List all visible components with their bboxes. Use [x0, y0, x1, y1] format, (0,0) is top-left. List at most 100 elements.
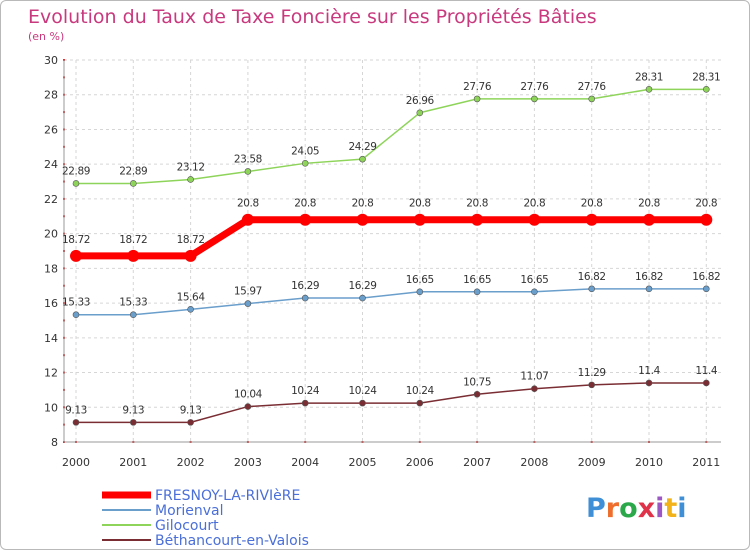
series-line [75, 88, 708, 185]
data-point [244, 168, 252, 175]
data-label: 16.65 [406, 274, 434, 286]
chart-title: Evolution du Taux de Taxe Foncière sur l… [28, 6, 597, 28]
data-label: 16.65 [520, 274, 548, 286]
y-tick-label: 16 [44, 297, 58, 310]
x-tick-label: 2005 [349, 456, 377, 469]
data-label: 15.33 [119, 297, 147, 309]
data-label: 28.31 [635, 71, 663, 83]
data-label: 16.82 [692, 271, 720, 283]
data-point [528, 213, 541, 226]
data-point [473, 95, 481, 103]
data-label: 20.8 [581, 198, 603, 210]
y-tick-label: 22 [44, 193, 58, 206]
data-label: 10.04 [234, 389, 263, 401]
data-label: 18.72 [119, 234, 147, 246]
data-point [471, 213, 484, 226]
data-label: 9.13 [180, 404, 202, 416]
data-label: 15.64 [177, 291, 206, 303]
series-2: 15.33 15.33 15.64 15.97 16.29 16.29 16.65 16.65… [62, 271, 721, 319]
data-point [187, 306, 194, 313]
logo-letter: x [638, 493, 655, 524]
data-label: 18.72 [62, 234, 90, 246]
data-point [473, 390, 481, 398]
data-point [588, 95, 596, 103]
data-point [531, 95, 538, 103]
chart-subtitle: (en %) [28, 30, 64, 43]
data-label: 15.97 [234, 286, 262, 298]
data-label: 28.31 [692, 71, 720, 83]
logo-letter: t [664, 493, 677, 524]
data-point [585, 213, 598, 226]
data-point [356, 213, 369, 226]
data-label: 9.13 [65, 404, 87, 416]
x-tick-label: 2011 [692, 456, 720, 469]
data-label: 23.12 [177, 161, 205, 173]
data-label: 22.89 [119, 165, 147, 177]
data-point [588, 285, 596, 293]
series-line [75, 288, 708, 316]
data-point [244, 300, 252, 307]
grid [64, 59, 721, 443]
data-label: 23.58 [234, 153, 262, 165]
data-point [413, 213, 426, 226]
data-label: 20.8 [638, 198, 660, 210]
data-label: 10.75 [463, 376, 491, 388]
data-label: 20.8 [352, 198, 374, 210]
data-point [70, 249, 82, 262]
series-line [72, 216, 710, 260]
y-tick-label: 18 [44, 262, 58, 275]
data-label: 20.8 [237, 198, 259, 210]
series-line [75, 382, 708, 424]
data-label: 11.4 [695, 365, 717, 377]
data-label: 24.29 [348, 141, 376, 153]
data-label: 27.76 [463, 81, 492, 93]
data-label: 20.8 [466, 198, 488, 210]
data-point [416, 399, 424, 407]
series-3: 22.89 22.89 23.12 23.58 24.05 24.29 26.96 27.76… [62, 71, 721, 187]
data-point [187, 176, 194, 183]
data-label: 24.05 [291, 145, 319, 157]
data-point [643, 213, 655, 226]
logo-text: Proxiti [586, 493, 687, 524]
data-point [359, 399, 366, 407]
x-tick-label: 2004 [291, 456, 319, 469]
logo-letter: P [586, 493, 606, 524]
data-label: 11.07 [520, 371, 548, 383]
data-label: 10.24 [406, 385, 435, 397]
data-point [645, 285, 653, 293]
data-point [702, 86, 710, 93]
y-tick-label: 26 [44, 123, 58, 136]
data-point [187, 419, 194, 426]
data-point [301, 294, 309, 302]
legend: FRESNOY-LA-RIVIèREMorienvalGilocourtBéth… [102, 488, 309, 549]
series-group: 18.72 18.72 18.72 20.8 20.8 20.8 20.8 20.8 20.8 2… [62, 71, 721, 426]
data-point [702, 285, 710, 293]
proxiti-logo: Proxiti [586, 493, 687, 524]
y-tick-label: 30 [44, 54, 58, 67]
data-point [588, 381, 596, 389]
data-label: 11.4 [638, 365, 660, 377]
data-label: 16.82 [578, 271, 606, 283]
series-1: 18.72 18.72 18.72 20.8 20.8 20.8 20.8 20.8 20.8 2… [62, 198, 718, 262]
logo-letter: o [619, 493, 638, 524]
data-point [359, 155, 366, 163]
legend-label: Morienval [155, 503, 224, 519]
y-tick-label: 28 [44, 89, 58, 102]
legend-label: Béthancourt-en-Valois [155, 533, 309, 549]
data-point [184, 249, 197, 262]
data-point [130, 311, 137, 319]
data-point [416, 288, 424, 296]
data-point [244, 403, 252, 410]
data-point [301, 399, 309, 407]
data-label: 11.29 [578, 367, 606, 379]
data-point [301, 160, 309, 167]
data-label: 16.65 [463, 274, 491, 286]
logo-letter: i [655, 493, 664, 524]
x-tick-label: 2002 [177, 456, 205, 469]
data-label: 27.76 [578, 81, 607, 93]
data-label: 20.8 [294, 198, 316, 210]
data-point [473, 288, 481, 296]
data-point [531, 385, 538, 392]
